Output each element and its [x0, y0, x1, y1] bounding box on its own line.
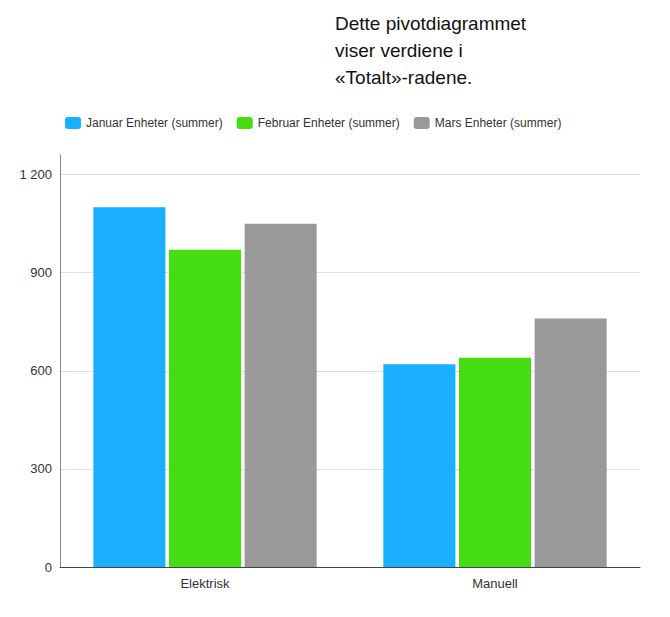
svg-text:900: 900 — [30, 265, 52, 280]
svg-text:1 200: 1 200 — [19, 167, 52, 182]
svg-text:Februar Enheter (summer): Februar Enheter (summer) — [258, 116, 400, 130]
svg-text:Manuell: Manuell — [472, 576, 518, 591]
svg-text:Januar Enheter (summer): Januar Enheter (summer) — [86, 116, 223, 130]
svg-text:300: 300 — [30, 461, 52, 476]
svg-text:0: 0 — [45, 560, 52, 575]
svg-text:Elektrisk: Elektrisk — [180, 576, 230, 591]
svg-text:Mars Enheter (summer): Mars Enheter (summer) — [435, 116, 562, 130]
svg-text:600: 600 — [30, 363, 52, 378]
svg-text:Dette pivotdiagrammet: Dette pivotdiagrammet — [335, 13, 527, 34]
svg-text:viser verdiene i: viser verdiene i — [335, 40, 463, 61]
svg-text:«Totalt»-radene.: «Totalt»-radene. — [335, 67, 472, 88]
